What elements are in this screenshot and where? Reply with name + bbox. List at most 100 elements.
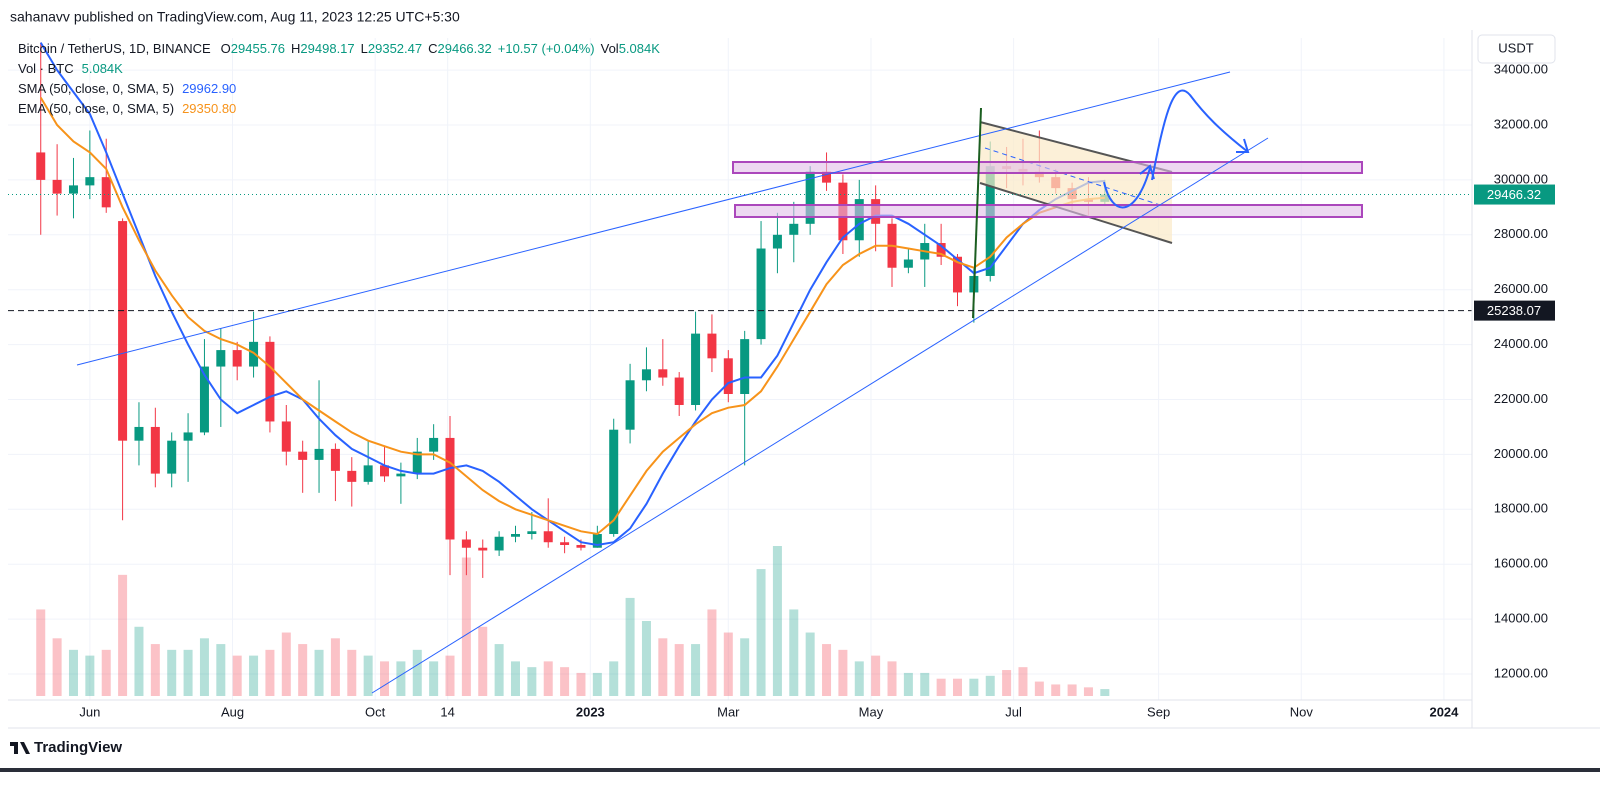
volume-layer — [36, 546, 1110, 696]
logo — [10, 742, 30, 754]
candle-body — [150, 426, 160, 474]
y-tick-label: 20000.00 — [1494, 446, 1548, 461]
price-lines: 29466.32 25238.07 — [8, 184, 1555, 321]
ohlc-label: O — [221, 41, 231, 56]
volume-bar — [347, 649, 357, 696]
volume-bar — [396, 661, 406, 696]
trend-line — [371, 137, 1269, 694]
footer — [0, 732, 1600, 768]
candle-body — [380, 465, 390, 477]
candle-body — [772, 234, 782, 249]
candle-body — [576, 544, 586, 548]
volume-bar — [183, 649, 193, 696]
currency-button[interactable] — [1477, 34, 1556, 64]
candle-body — [691, 333, 701, 405]
volume-bar — [576, 672, 586, 696]
indicator-layer — [39, 42, 1105, 547]
projection-arrow — [1151, 89, 1250, 181]
candle-body — [527, 531, 537, 535]
candle-body — [396, 473, 406, 477]
volume-bar — [199, 638, 209, 696]
volume-bar — [756, 569, 766, 696]
volume-bar — [658, 638, 668, 696]
volume-bar — [510, 661, 520, 696]
y-tick-label: 32000.00 — [1494, 116, 1548, 131]
price-tag-label: 25238.07 — [1487, 303, 1541, 318]
candle-body — [674, 377, 684, 405]
ohlc-label: H — [291, 41, 300, 56]
candle-body — [560, 542, 570, 545]
volume-bar — [625, 597, 635, 696]
candle-body — [478, 547, 488, 551]
y-tick-label: 34000.00 — [1494, 62, 1548, 77]
ohlc-value: 29498.17 — [300, 41, 354, 56]
change: +10.57 (+0.04%) — [498, 41, 595, 56]
volume-bar — [691, 644, 701, 696]
volume-bar — [887, 661, 897, 696]
candle-body — [461, 539, 471, 548]
volume-bar — [314, 649, 324, 696]
bottom-edge — [0, 768, 1600, 772]
x-tick-label: Mar — [717, 704, 740, 719]
candle-layer — [36, 42, 1110, 578]
y-tick-label: 24000.00 — [1494, 336, 1548, 351]
ohlc-value: 29352.47 — [368, 41, 422, 56]
candle-body — [707, 333, 717, 359]
currency-label[interactable]: USDT — [1498, 40, 1533, 55]
candle-body — [592, 534, 602, 548]
volume-bar — [330, 638, 340, 696]
volume-bar — [903, 672, 913, 696]
candle-body — [68, 185, 78, 194]
volume-bar — [838, 649, 848, 696]
ohlc-value: 29455.76 — [231, 41, 285, 56]
candle-body — [543, 531, 553, 543]
volume-bar — [232, 655, 242, 696]
ohlc-label: C — [428, 41, 437, 56]
grid — [8, 38, 1472, 700]
volume-bar — [52, 638, 62, 696]
legend-entry: EMA (50, close, 0, SMA, 5) 29350.80 — [18, 101, 236, 116]
symbol-line: Bitcoin / TetherUS, 1D, BINANCE O29455.76… — [18, 41, 660, 56]
volume-bar — [707, 609, 717, 696]
y-tick-label: 14000.00 — [1494, 611, 1548, 626]
byline: sahanavv published on TradingView.com, A… — [10, 9, 460, 25]
x-tick-label: Nov — [1290, 704, 1314, 719]
candle-body — [510, 534, 520, 537]
volume-bar — [461, 557, 471, 696]
legend-name: SMA (50, close, 0, SMA, 5) — [18, 81, 174, 96]
volume-bar — [412, 649, 422, 696]
symbol: Bitcoin / TetherUS, 1D, BINANCE — [18, 41, 211, 56]
candle-body — [985, 166, 995, 276]
volume-bar — [150, 644, 160, 696]
volume-bar — [36, 609, 46, 696]
volume-bar — [1067, 684, 1077, 696]
x-tick-label: 14 — [440, 704, 454, 719]
volume-bar — [1083, 687, 1093, 696]
legend-value: 29962.90 — [182, 81, 236, 96]
indicator-line — [39, 42, 1105, 547]
zone — [734, 204, 1363, 218]
trend-line — [76, 71, 1231, 366]
volume-bar — [363, 655, 373, 696]
volume-bar — [134, 626, 144, 696]
volume-bar — [167, 649, 177, 696]
candle-body — [854, 199, 864, 241]
y-tick-label: 22000.00 — [1494, 391, 1548, 406]
brand: TradingView — [34, 739, 122, 756]
volume-bar — [674, 644, 684, 696]
legend-name: Vol · BTC — [18, 61, 74, 76]
legend-name: EMA (50, close, 0, SMA, 5) — [18, 101, 174, 116]
ohlc-label: L — [361, 41, 368, 56]
candle-body — [347, 470, 357, 482]
volume-bar — [1018, 667, 1028, 696]
y-tick-label: 12000.00 — [1494, 665, 1548, 680]
drawings — [76, 71, 1363, 694]
volume-bar — [789, 609, 799, 696]
volume-bar — [985, 675, 995, 696]
x-tick-label: Aug — [221, 704, 244, 719]
legend-value: 5.084K — [82, 61, 124, 76]
candle-body — [281, 421, 291, 452]
candle-body — [936, 243, 946, 257]
candle-body — [298, 451, 308, 460]
